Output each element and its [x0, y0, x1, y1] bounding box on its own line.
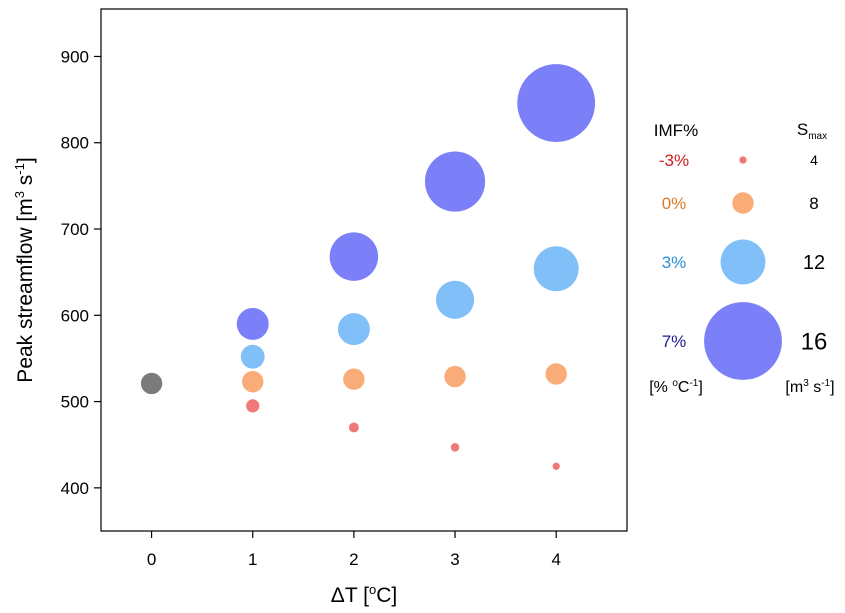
data-point	[348, 422, 359, 433]
legend-smax-label: 16	[801, 329, 828, 356]
y-axis-label: Peak streamflow [m3 s-1]	[12, 157, 37, 382]
legend-imf-label: 3%	[662, 253, 687, 272]
data-point	[343, 368, 365, 390]
data-point	[236, 307, 269, 340]
legend-smax-label: 8	[809, 194, 818, 213]
y-axis: 400 500 600 700 800 900	[61, 47, 101, 498]
legend-entries: -3% 4 0% 8 3% 12 7% 16	[659, 151, 827, 380]
legend: IMF% Smax -3% 4 0% 8 3% 12 7% 16 [% oC-1] [m3 s…	[649, 120, 834, 396]
data-point	[450, 443, 460, 452]
baseline-point	[140, 372, 163, 395]
data-point	[240, 344, 265, 369]
data-point	[246, 399, 260, 413]
data-point	[552, 462, 560, 470]
y-tick-label: 800	[61, 134, 89, 153]
data-point	[533, 246, 579, 292]
data-point	[337, 313, 370, 346]
x-axis: 0 1 2 3 4	[147, 531, 561, 569]
legend-imf-label: -3%	[659, 151, 689, 170]
data-point	[517, 64, 596, 142]
legend-header-smax: Smax	[797, 120, 827, 142]
data-point	[242, 371, 264, 393]
data-point	[435, 280, 475, 319]
legend-swatch	[732, 192, 754, 214]
legend-swatch	[739, 156, 747, 164]
legend-smax-label: 12	[803, 252, 825, 274]
legend-imf-label: 0%	[662, 194, 687, 213]
legend-swatch	[704, 302, 782, 380]
y-tick-label: 600	[61, 306, 89, 325]
data-point	[424, 151, 486, 212]
plot-frame	[100, 8, 628, 532]
legend-header-imf: IMF%	[654, 121, 698, 140]
x-tick-label: 1	[248, 550, 257, 569]
legend-swatch	[720, 239, 766, 285]
legend-smax-label: 4	[810, 152, 818, 168]
x-tick-label: 3	[450, 550, 459, 569]
y-tick-label: 500	[61, 393, 89, 412]
legend-smax-unit: [m3 s-1]	[785, 378, 834, 396]
x-tick-label: 2	[349, 550, 358, 569]
legend-imf-label: 7%	[662, 332, 687, 351]
data-points	[140, 64, 596, 470]
y-tick-label: 400	[61, 479, 89, 498]
data-point	[444, 365, 466, 388]
y-tick-label: 700	[61, 220, 89, 239]
y-tick-label: 900	[61, 47, 89, 66]
x-axis-label: ΔT [oC]	[331, 582, 397, 607]
data-point	[545, 363, 567, 385]
legend-imf-unit: [% oC-1]	[649, 378, 703, 396]
x-tick-label: 4	[551, 550, 560, 569]
x-tick-label: 0	[147, 550, 156, 569]
data-point	[329, 232, 379, 281]
